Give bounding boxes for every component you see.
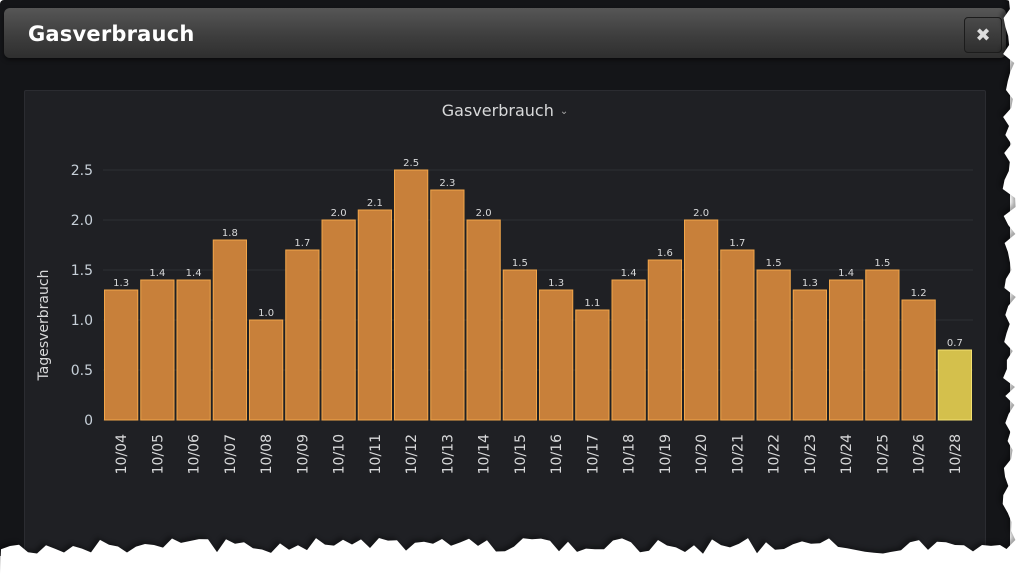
bar[interactable]: [502, 269, 537, 421]
x-tick-label: 10/25: [875, 434, 891, 474]
x-tick-label: 10/07: [223, 434, 239, 474]
bar-chart: 1.3 1.4 1.4 1.8 1.0 1.7 2.0 2.1 2.5 2.3 2.0 1.5 1.3 1…: [36, 158, 973, 474]
bar[interactable]: [684, 219, 719, 421]
x-tick-label: 10/19: [658, 434, 674, 474]
bar-value-label: 1.3: [113, 278, 129, 289]
bar-value-label: 1.1: [584, 298, 600, 309]
close-icon: ✖: [975, 24, 991, 46]
y-tick-label: 0: [84, 413, 93, 429]
dialog-window: Gasverbrauch ✖ Gasverbrauch ⌄ 1.3 1.4 1.4 1.…: [0, 0, 1010, 556]
x-tick-label: 10/20: [694, 434, 710, 474]
bar[interactable]: [865, 269, 900, 421]
x-tick-label: 10/09: [295, 434, 311, 474]
bar-value-label: 1.0: [258, 308, 274, 319]
bar-value-label: 1.5: [512, 258, 528, 269]
x-tick-label: 10/26: [912, 434, 928, 474]
x-tick-label: 10/12: [404, 434, 420, 474]
x-tick-label: 10/11: [368, 434, 384, 474]
bar-value-label: 1.7: [294, 238, 310, 249]
bar[interactable]: [611, 279, 646, 421]
bar-value-label: 1.4: [621, 268, 637, 279]
bar-series: [104, 169, 972, 421]
bar-value-label: 1.4: [186, 268, 202, 279]
x-tick-label: 10/13: [440, 434, 456, 474]
bar[interactable]: [357, 209, 392, 421]
bar[interactable]: [176, 279, 211, 421]
bar[interactable]: [756, 269, 791, 421]
bar-value-label: 1.8: [222, 228, 238, 239]
bar[interactable]: [430, 189, 465, 421]
x-tick-label: 10/17: [585, 434, 601, 474]
y-tick-label: 1.0: [71, 313, 93, 329]
x-tick-label: 10/21: [730, 434, 746, 474]
bar[interactable]: [901, 299, 936, 421]
bar[interactable]: [792, 289, 827, 421]
bar-value-label: 1.7: [729, 238, 745, 249]
x-tick-label: 10/23: [803, 434, 819, 474]
bar[interactable]: [466, 219, 501, 421]
bar-value-label: 1.6: [657, 248, 673, 259]
x-tick-label: 10/04: [114, 434, 130, 474]
x-tick-label: 10/22: [767, 434, 783, 474]
bar-value-label: 2.0: [331, 208, 347, 219]
bar-value-label: 1.5: [874, 258, 890, 269]
y-tick-label: 2.0: [71, 213, 93, 229]
bar[interactable]: [394, 169, 429, 421]
bar-value-label: 2.3: [439, 178, 455, 189]
y-tick-label: 0.5: [71, 363, 93, 379]
x-tick-label: 10/16: [549, 434, 565, 474]
y-tick-label: 2.5: [71, 163, 93, 179]
x-tick-label: 10/10: [332, 434, 348, 474]
bar[interactable]: [539, 289, 574, 421]
bar[interactable]: [285, 249, 320, 421]
x-tick-label: 10/18: [622, 434, 638, 474]
bar[interactable]: [104, 289, 139, 421]
x-tick-label: 10/24: [839, 434, 855, 474]
x-tick-label: 10/14: [477, 434, 493, 474]
bar-value-label: 2.0: [476, 208, 492, 219]
x-axis: 10/04 10/05 10/06 10/07 10/08 10/09 10/10 10/11…: [114, 434, 964, 474]
bar-value-label: 0.7: [947, 338, 963, 349]
y-tick-label: 1.5: [71, 263, 93, 279]
bar-value-label: 1.3: [802, 278, 818, 289]
bar[interactable]: [647, 259, 682, 421]
bar[interactable]: [321, 219, 356, 421]
bar-value-label: 2.1: [367, 198, 383, 209]
bar-value-label: 2.5: [403, 158, 419, 169]
y-axis: 0 0.5 1.0 1.5 2.0 2.5: [71, 163, 93, 429]
x-tick-label: 10/15: [513, 434, 529, 474]
bar[interactable]: [140, 279, 175, 421]
bar[interactable]: [249, 319, 284, 421]
dialog-title: Gasverbrauch: [28, 22, 195, 46]
x-tick-label: 10/05: [150, 434, 166, 474]
bar-value-label: 1.5: [766, 258, 782, 269]
x-tick-label: 10/28: [948, 434, 964, 474]
close-button[interactable]: ✖: [964, 17, 1002, 53]
bar-value-label: 1.2: [911, 288, 927, 299]
bar-value-label: 1.4: [149, 268, 165, 279]
x-tick-label: 10/08: [259, 434, 275, 474]
bar-value-label: 2.0: [693, 208, 709, 219]
bar[interactable]: [937, 349, 972, 421]
bar[interactable]: [212, 239, 247, 421]
dialog-titlebar: Gasverbrauch ✖: [4, 8, 1006, 58]
bar[interactable]: [575, 309, 610, 421]
bar[interactable]: [720, 249, 755, 421]
bar[interactable]: [829, 279, 864, 421]
bar-value-label: 1.4: [838, 268, 854, 279]
bar-value-label: 1.3: [548, 278, 564, 289]
chart-panel: Gasverbrauch ⌄ 1.3 1.4 1.4 1.8 1.0 1.7 2.0 2.1 2.…: [24, 90, 986, 556]
y-axis-label: Tagesverbrauch: [36, 270, 52, 382]
x-tick-label: 10/06: [187, 434, 203, 474]
